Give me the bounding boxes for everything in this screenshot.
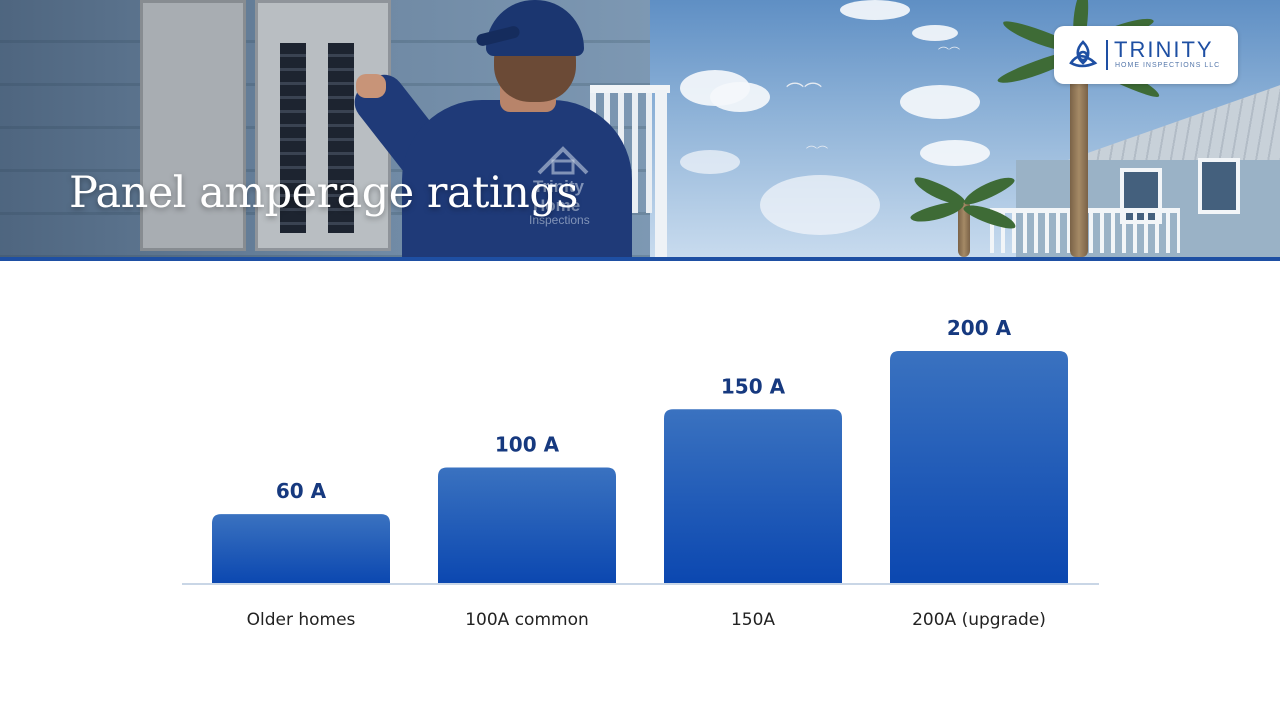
category-label: Older homes [247,610,356,630]
panel-door-image [140,0,246,251]
logo-name: TRINITY [1114,37,1214,62]
cloud [900,85,980,119]
cloud [840,0,910,20]
cloud [920,140,990,166]
bar [438,467,616,584]
technician-hand [356,74,386,98]
category-label: 100A common [465,610,589,630]
bar-value-label: 200 A [947,316,1012,340]
bar-value-label: 100 A [495,433,560,457]
amperage-bar-chart: 60 A Older homes 100 A 100A common 150 A 150A… [182,316,1099,630]
trinity-knot-icon [1069,40,1098,68]
cloud [710,82,770,112]
seagull-icon: ⌒⌒ [806,145,828,158]
palm-tree-trunk [958,200,970,257]
bar [664,409,842,584]
banner-divider [0,257,1280,261]
bar [212,514,390,584]
bar-value-label: 60 A [276,479,327,503]
house-window [1198,158,1240,214]
bar [890,351,1068,584]
cloud [912,25,958,41]
bars-group: 60 A Older homes 100 A 100A common 150 A 150A… [212,316,1068,630]
seagull-icon: ⌒⌒ [938,46,960,59]
breaker-column [328,43,354,233]
category-label: 150A [731,610,775,630]
category-label: 200A (upgrade) [912,610,1046,630]
logo-tagline: HOME INSPECTIONS LLC [1115,62,1221,69]
bar-value-label: 150 A [721,374,786,398]
palm-tree-trunk [1070,60,1088,257]
shirt-logo-line3: Inspections [529,213,590,227]
breaker-column [280,43,306,233]
porch-post-image [655,90,667,257]
house-roof-icon [537,146,589,175]
seagull-icon: ⌒⌒ [786,82,822,103]
company-logo: TRINITY HOME INSPECTIONS LLC [1054,26,1238,84]
page-title: Panel amperage ratings [69,168,578,218]
shirt-logo: Trinity Home Inspections [527,145,599,235]
cloud [760,175,880,235]
logo-divider [1106,40,1108,70]
cloud [680,150,740,174]
electrical-panel-image [255,0,391,251]
palm-frond [961,172,1017,209]
shirt-logo-line1: Trinity [533,177,585,196]
technician-shirt [402,100,632,257]
shirt-logo-line2: Home [533,196,581,215]
